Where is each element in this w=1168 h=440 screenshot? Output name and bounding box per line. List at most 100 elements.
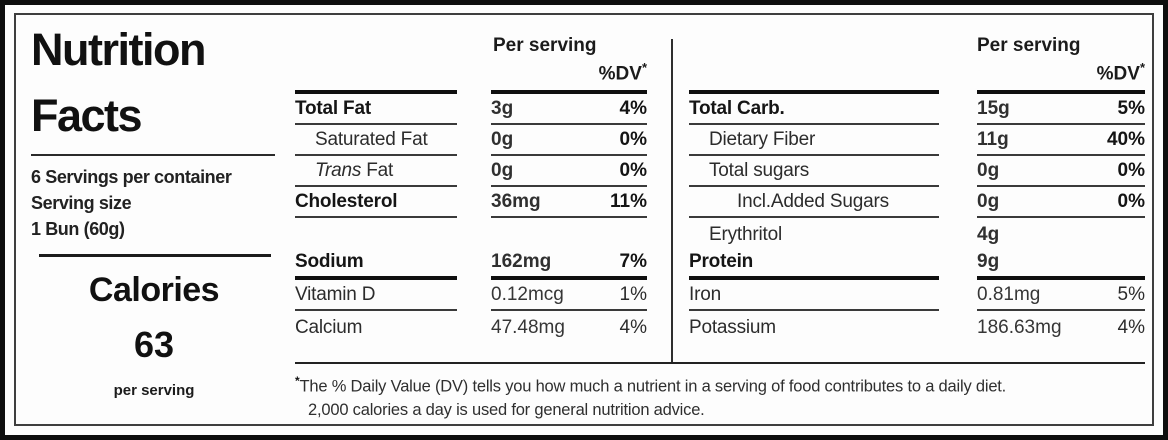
dv-asterisk: * [641,60,647,75]
nutrient-values: 11g 40% [977,125,1145,157]
nutrient-dv: 11% [610,191,647,213]
nutrient-row: Incl.Added Sugars 0g 0% [689,187,1145,219]
nutrient-name: Iron [689,280,939,312]
column-gap [939,280,977,311]
nutrient-row: Total Fat 3g 4% [295,94,647,126]
column-gap [457,187,491,218]
label-title: Nutrition Facts [31,17,277,149]
nutrient-name: Vitamin D [295,280,457,312]
dv-header: %DV* [689,60,1145,85]
column-gap [457,249,491,280]
dv-footnote: *The % Daily Value (DV) tells you how mu… [295,362,1145,422]
nutrient-row: Potassium 186.63mg 4% [689,311,1145,342]
nutrient-amount: 3g [491,98,514,120]
nutrient-rows: Total Fat 3g 4% Saturated Fat 0g 0% Trans Fat 0… [295,94,647,342]
column-gap [939,156,977,187]
calories-divider [39,254,271,257]
dv-header-text: %DV [598,63,642,85]
nutrient-values: 186.63mg 4% [977,311,1145,342]
serving-size-value: 1 Bun (60g) [31,219,125,239]
nutrient-row: Saturated Fat 0g 0% [295,125,647,157]
nutrient-row: Total Carb. 15g 5% [689,94,1145,126]
nutrient-amount: 162mg [491,251,552,273]
column-gap [457,125,491,156]
title-divider [31,154,275,156]
footnote-asterisk: * [295,374,300,388]
column-gap [939,249,977,280]
nutrient-name: Sodium [295,249,457,281]
nutrient-amount: 0g [977,191,1000,213]
nutrient-dv: 7% [619,251,647,273]
column-gap [457,311,491,342]
nutrient-name: Cholesterol [295,187,457,219]
footnote-line2: 2,000 calories a day is used for general… [308,400,705,419]
column-gap [457,156,491,187]
column-gap [939,218,977,249]
nutrient-dv: 5% [1117,98,1145,120]
nutrient-name: Incl.Added Sugars [689,187,939,219]
nutrient-dv: 4% [619,98,647,120]
nutrient-values: 15g 5% [977,94,1145,126]
nutrient-dv: 40% [1106,129,1145,151]
nutrient-row: Protein 9g [689,249,1145,281]
nutrient-row: Erythritol 4g [689,218,1145,249]
nutrient-values: 0.12mcg 1% [491,280,647,312]
serving-info: 6 Servings per container Serving size 1 … [31,164,277,242]
nutrient-amount: 0g [491,129,514,151]
nutrient-dv: 0% [1117,191,1145,213]
nutrient-name: Total sugars [689,156,939,188]
column-gap [939,125,977,156]
nutrient-rows: Total Carb. 15g 5% Dietary Fiber 11g 40% Total… [689,94,1145,342]
nutrient-values: 0g 0% [977,156,1145,188]
nutrient-amount: 0g [491,160,514,182]
nutrient-amount: 0g [977,160,1000,182]
title-line1: Nutrition [31,24,206,75]
nutrient-dv: 5% [1117,284,1145,306]
nutrient-name: Potassium [689,317,776,339]
dv-asterisk: * [1139,60,1145,75]
nutrient-dv: 1% [619,284,647,306]
title-line2: Facts [31,90,143,141]
nutrient-name: Trans Fat [295,156,457,188]
nutrient-amount: 15g [977,98,1010,120]
nutrient-amount: 47.48mg [491,317,565,339]
dv-header: %DV* [295,60,647,85]
nutrient-name: Calcium [295,317,363,339]
nutrient-amount: 186.63mg [977,317,1062,339]
nutrient-row: Sodium 162mg 7% [295,249,647,281]
nutrient-values: 9g [977,249,1145,281]
nutrient-values: 162mg 7% [491,249,647,281]
nutrient-dv: 4% [1117,317,1145,339]
servings-per-container: 6 Servings per container [31,167,232,187]
nutrient-values: 0g 0% [491,125,647,157]
nutrient-row: Dietary Fiber 11g 40% [689,125,1145,157]
footnote-line1: *The % Daily Value (DV) tells you how mu… [295,370,1145,399]
nutrient-name: Dietary Fiber [689,125,939,157]
calories-label: Calories [88,271,220,309]
spacer-row [295,218,647,249]
nutrient-dv: 0% [619,160,647,182]
nutrient-panel-left: Per serving %DV* Total Fat 3g 4% Saturated … [295,35,647,342]
nutrient-values: 0g 0% [977,187,1145,219]
nutrient-amount: 11g [977,129,1009,151]
nutrient-values: 47.48mg 4% [491,311,647,342]
nutrient-row: Trans Fat 0g 0% [295,156,647,188]
header-bar [295,90,647,95]
nutrient-row: Total sugars 0g 0% [689,156,1145,188]
header-bar [689,90,1145,95]
nutrient-amount: 0.81mg [977,284,1041,306]
nutrient-panel-right: Per serving %DV* Total Carb. 15g 5% Dietary… [689,35,1145,342]
nutrient-name: Protein [689,249,939,281]
calories-value: 63 [133,324,175,365]
per-serving-header: Per serving [977,35,1081,56]
nutrient-amount: 9g [977,251,1000,273]
column-gap [939,94,977,125]
nutrient-row: Calcium 47.48mg 4% [295,311,647,342]
footnote-text1: The % Daily Value (DV) tells you how muc… [299,377,1007,396]
nutrient-dv: 4% [619,317,647,339]
nutrient-name: Erythritol [709,224,782,246]
nutrient-row: Iron 0.81mg 5% [689,280,1145,312]
column-gap [457,280,491,311]
column-divider [671,39,673,363]
